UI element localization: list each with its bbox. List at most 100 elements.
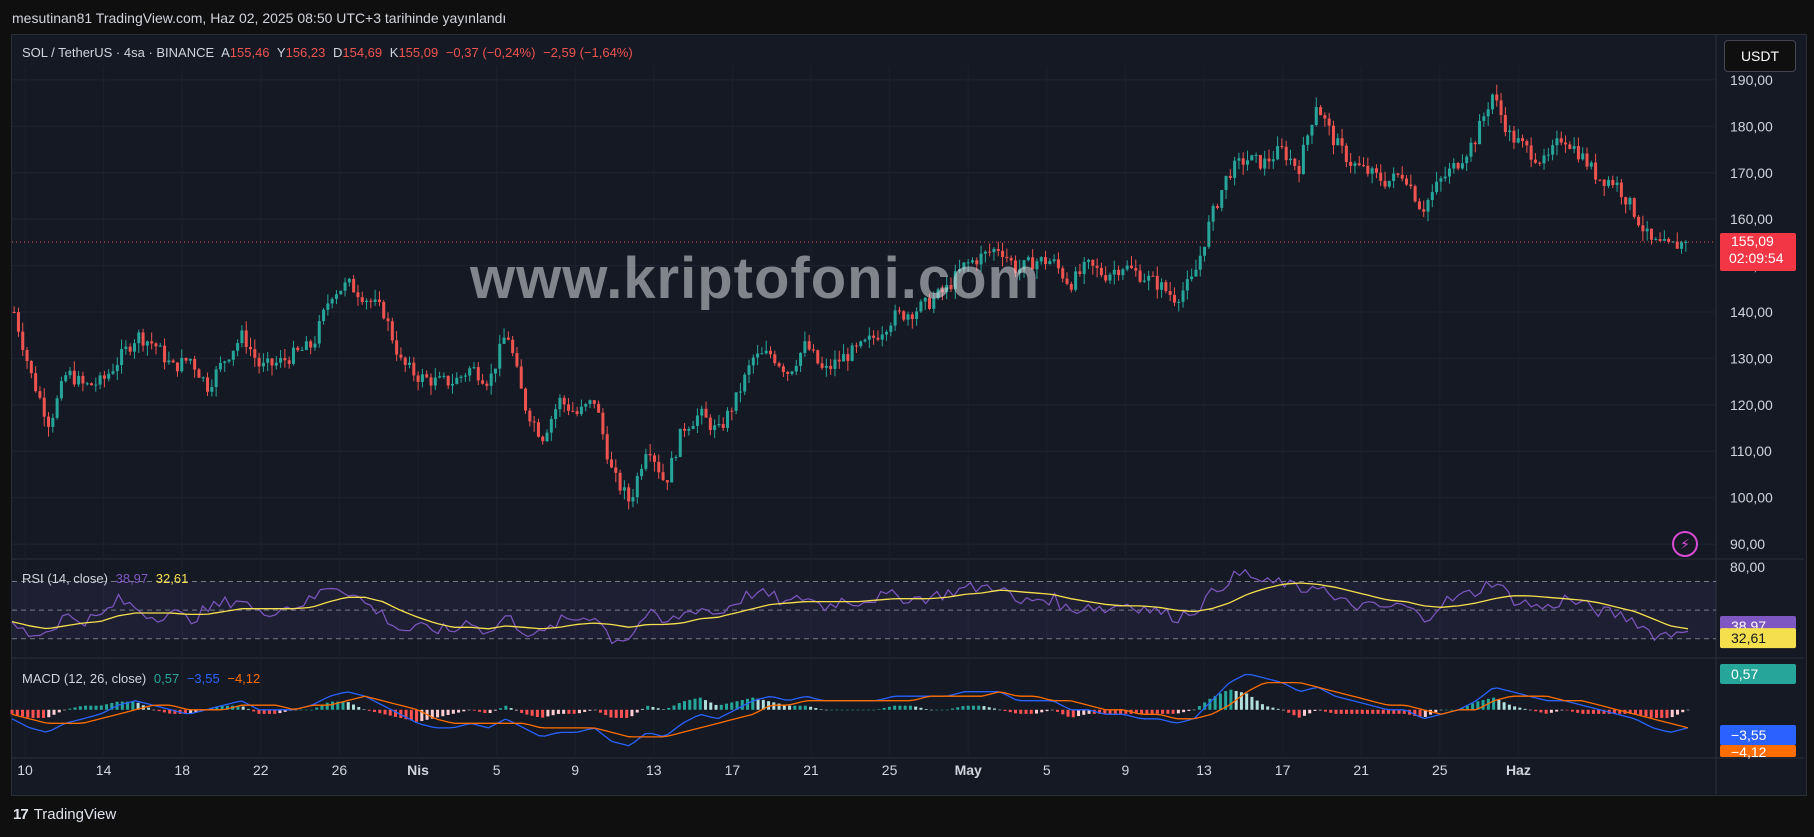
candle-body — [579, 406, 583, 415]
macd-histogram-bar — [1124, 709, 1128, 714]
macd-histogram-bar — [756, 698, 760, 710]
macd-histogram-bar — [367, 709, 371, 711]
macd-histogram-bar — [1119, 709, 1123, 714]
candle-body — [1409, 184, 1413, 187]
currency-button[interactable]: USDT — [1724, 40, 1796, 72]
candle-body — [524, 388, 528, 411]
macd-histogram-bar — [719, 704, 723, 710]
candle-body — [128, 346, 132, 352]
macd-histogram-bar — [1360, 709, 1364, 714]
candle-body — [1168, 291, 1172, 295]
macd-histogram-bar — [604, 709, 608, 716]
macd-histogram-bar — [1329, 709, 1333, 713]
candle-body — [29, 360, 33, 374]
macd-histogram-bar — [1344, 709, 1348, 714]
macd-histogram-bar — [1187, 709, 1191, 711]
macd-histogram-bar — [1266, 706, 1270, 710]
macd-histogram-bar — [267, 709, 271, 714]
price-tick-label: 110,00 — [1730, 443, 1772, 459]
macd-histogram-bar — [1660, 709, 1664, 718]
time-tick-label: 25 — [882, 762, 898, 778]
macd-histogram-bar — [52, 709, 56, 715]
price-tick-label: 170,00 — [1730, 165, 1773, 181]
candle-body — [309, 341, 313, 348]
close-label: K — [389, 45, 399, 60]
macd-histogram-bar — [1071, 709, 1075, 718]
macd-histogram-bar — [977, 705, 981, 710]
macd-histogram-bar — [767, 701, 771, 710]
high-value: 156,23 — [285, 45, 326, 60]
macd-histogram-bar — [325, 702, 329, 710]
candle-body — [670, 457, 674, 483]
macd-histogram-bar — [656, 708, 660, 710]
macd-histogram-bar — [1639, 709, 1643, 716]
macd-histogram-bar — [1591, 709, 1595, 714]
macd-histogram-bar — [1570, 709, 1574, 712]
candle-body — [768, 350, 773, 355]
candle-body — [1495, 94, 1499, 101]
macd-histogram-bar — [1670, 709, 1674, 718]
candle-body — [352, 278, 356, 293]
footer — [0, 794, 1814, 837]
candle-body — [1233, 160, 1237, 178]
macd-histogram-bar — [814, 707, 818, 710]
candle-body — [1095, 265, 1099, 268]
macd-histogram-bar — [945, 709, 949, 711]
candle-body — [562, 397, 566, 405]
candle-body — [1314, 107, 1318, 126]
candle-body — [257, 357, 261, 367]
candle-body — [111, 371, 115, 374]
candle-body — [575, 411, 579, 415]
candle-body — [966, 262, 970, 264]
candle-body — [734, 392, 738, 411]
macd-histogram-bar — [730, 702, 734, 710]
macd-signal-line — [11, 681, 1689, 738]
macd-histogram-bar — [1350, 709, 1354, 714]
macd-histogram-bar — [919, 707, 923, 710]
candle-body — [923, 297, 927, 302]
candle-body — [313, 343, 317, 348]
candle-body — [657, 461, 661, 473]
candle-body — [747, 365, 751, 375]
candle-body — [343, 282, 347, 291]
macd-histogram-bar — [661, 709, 665, 710]
candle-body — [1478, 120, 1482, 145]
macd-histogram-bar — [294, 709, 298, 711]
candle-body — [880, 334, 884, 340]
macd-histogram-bar — [746, 698, 750, 710]
lightning-icon[interactable]: ⚡ — [1672, 531, 1698, 557]
symbol-name[interactable]: SOL / TetherUS · 4sa · BINANCE — [22, 45, 215, 60]
candle-body — [992, 248, 996, 253]
candle-body — [261, 362, 265, 367]
candle-body — [347, 278, 351, 283]
candle-body — [781, 366, 785, 372]
candle-body — [751, 357, 755, 366]
macd-histogram-bar — [441, 709, 445, 717]
candle-body — [644, 454, 648, 469]
macd-histogram-bar — [677, 703, 681, 710]
candle-body — [661, 472, 665, 481]
rsi-name[interactable]: RSI (14, close) — [22, 571, 108, 586]
macd-histogram-bar — [1145, 709, 1149, 714]
candle-body — [979, 253, 983, 265]
macd-histogram-bar — [1366, 709, 1370, 714]
tradingview-logo[interactable]: 17 TradingView — [13, 806, 116, 823]
macd-name[interactable]: MACD (12, 26, close) — [22, 671, 147, 686]
macd-histogram-bar — [1502, 702, 1506, 710]
macd-histogram-bar — [1513, 706, 1517, 710]
candle-body — [154, 343, 158, 347]
tradingview-logo-icon: 17 — [13, 806, 29, 823]
candle-body — [64, 375, 68, 382]
candle-body — [47, 416, 51, 427]
candle-body — [1624, 197, 1628, 205]
candle-body — [468, 368, 472, 376]
macd-histogram-bar — [672, 705, 676, 710]
candle-body — [756, 353, 760, 358]
candle-body — [412, 362, 416, 376]
change-value: −0,37 (−0,24%) — [445, 45, 536, 60]
rsi-ma-value: 32,61 — [155, 571, 189, 586]
candle-body — [107, 373, 111, 379]
chart-frame[interactable] — [11, 34, 1807, 796]
candle-body — [1211, 205, 1215, 222]
